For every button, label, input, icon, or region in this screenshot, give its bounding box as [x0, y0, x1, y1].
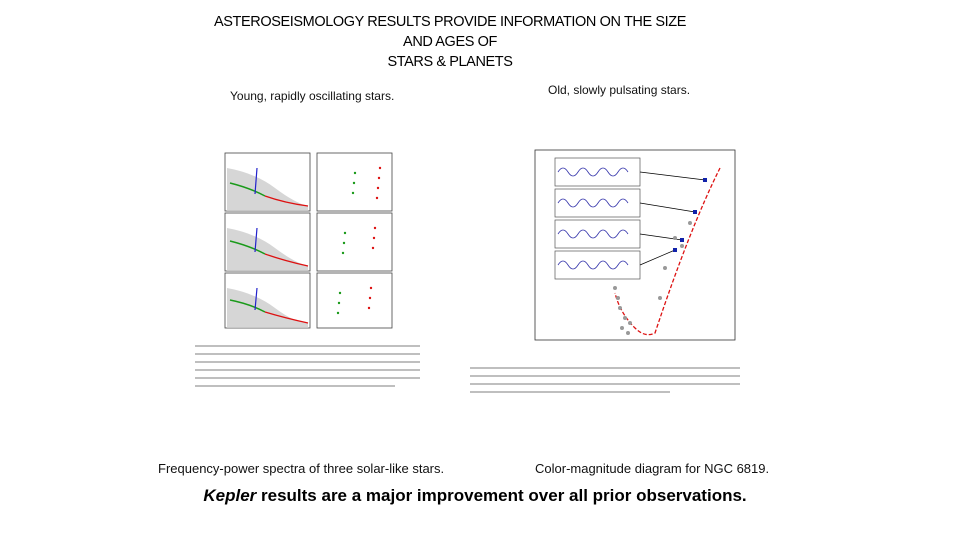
left-label: Young, rapidly oscillating stars. — [230, 89, 395, 103]
left-caption: Frequency-power spectra of three solar-l… — [158, 461, 445, 476]
footer: Kepler results are a major improvement o… — [0, 486, 950, 506]
title-line: AND AGES OF — [403, 34, 497, 50]
spectra-figure — [195, 152, 420, 387]
right-caption: Color-magnitude diagram for NGC 6819. — [535, 461, 770, 476]
footer-emphasis: Kepler — [203, 486, 257, 505]
cmd-figure — [470, 149, 740, 393]
title-line: ASTEROSEISMOLOGY RESULTS PROVIDE INFORMA… — [213, 14, 687, 30]
right-label: Old, slowly pulsating stars. — [548, 83, 691, 97]
footer-text: results are a major improvement over all… — [261, 486, 747, 505]
title-line: STARS & PLANETS — [387, 54, 513, 70]
slide-title: ASTEROSEISMOLOGY RESULTS PROVIDE INFORMA… — [0, 12, 900, 72]
